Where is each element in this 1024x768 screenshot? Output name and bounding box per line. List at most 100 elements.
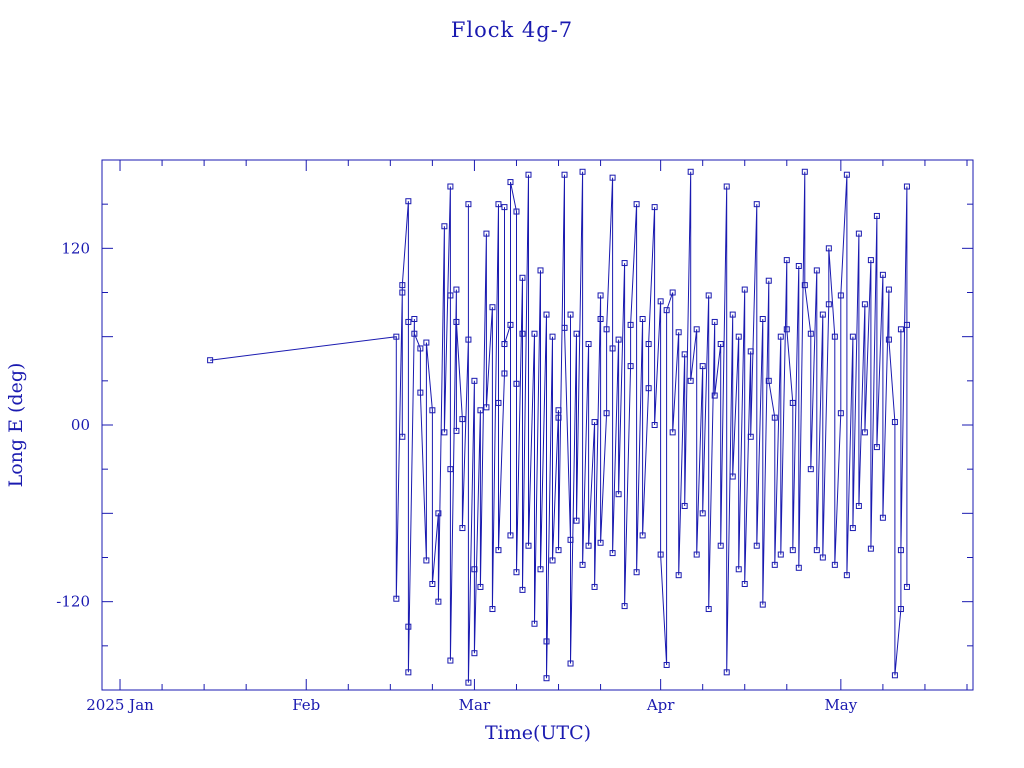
data-point-marker <box>597 292 604 299</box>
data-point-marker <box>603 326 610 333</box>
data-point-marker <box>681 502 688 509</box>
data-point-marker <box>699 510 706 517</box>
data-point-marker <box>771 414 778 421</box>
data-point-marker <box>687 377 694 384</box>
data-point-marker <box>465 336 472 343</box>
data-point-marker <box>843 572 850 579</box>
data-point-marker <box>813 547 820 554</box>
data-point-marker <box>543 675 550 682</box>
data-point-marker <box>549 333 556 340</box>
data-point-marker <box>819 554 826 561</box>
series-group <box>207 168 910 686</box>
data-point-marker <box>501 370 508 377</box>
data-point-marker <box>609 550 616 557</box>
data-point-marker <box>405 318 412 325</box>
data-point-marker <box>393 595 400 602</box>
data-point-marker <box>537 267 544 274</box>
data-point-marker <box>819 311 826 318</box>
data-point-marker <box>519 274 526 281</box>
data-point-marker <box>543 638 550 645</box>
data-point-marker <box>513 569 520 576</box>
data-point-marker <box>555 547 562 554</box>
data-point-marker <box>675 329 682 336</box>
data-point-marker <box>531 330 538 337</box>
data-point-marker <box>423 339 430 346</box>
data-point-marker <box>849 333 856 340</box>
data-point-marker <box>681 351 688 358</box>
y-tick-label: 00 <box>71 416 90 434</box>
data-point-marker <box>783 326 790 333</box>
data-point-marker <box>627 363 634 370</box>
data-point-marker <box>477 407 484 414</box>
data-point-marker <box>447 466 454 473</box>
data-point-marker <box>849 525 856 532</box>
axis-ticks <box>102 159 973 691</box>
data-point-marker <box>693 326 700 333</box>
data-point-marker <box>579 168 586 175</box>
data-point-marker <box>405 669 412 676</box>
x-tick-label: May <box>824 696 857 714</box>
data-point-marker <box>585 341 592 348</box>
data-point-marker <box>879 514 886 521</box>
data-point-marker <box>861 429 868 436</box>
data-point-marker <box>867 257 874 264</box>
data-point-marker <box>753 542 760 549</box>
data-point-marker <box>759 316 766 322</box>
data-point-marker <box>495 399 502 406</box>
data-point-marker <box>501 341 508 348</box>
data-point-marker <box>891 672 898 679</box>
data-point-marker <box>813 267 820 274</box>
data-point-marker <box>405 623 412 630</box>
data-point-marker <box>651 422 658 428</box>
data-point-marker <box>699 363 706 370</box>
data-point-marker <box>861 301 868 308</box>
data-point-marker <box>627 321 634 328</box>
data-point-marker <box>867 545 874 552</box>
data-point-marker <box>885 336 892 343</box>
data-point-marker <box>471 650 478 657</box>
data-point-marker <box>831 561 838 568</box>
data-point-marker <box>729 473 736 480</box>
data-point-marker <box>567 311 574 318</box>
data-point-marker <box>555 414 562 421</box>
data-point-marker <box>561 324 568 331</box>
data-point-marker <box>435 598 442 605</box>
data-point-marker <box>891 419 898 426</box>
data-point-marker <box>567 536 574 543</box>
data-point-marker <box>873 444 880 451</box>
data-point-marker <box>537 566 544 573</box>
data-point-marker <box>645 341 652 348</box>
data-point-marker <box>495 547 502 554</box>
data-point-marker <box>801 168 808 175</box>
x-tick-label: Mar <box>459 696 491 714</box>
data-point-marker <box>885 286 892 293</box>
data-point-marker <box>459 525 466 532</box>
data-point-marker <box>453 427 460 434</box>
data-point-marker <box>723 183 730 190</box>
data-point-marker <box>483 404 490 411</box>
data-point-marker <box>717 542 724 549</box>
data-point-marker <box>711 392 718 399</box>
data-point-marker <box>555 407 562 414</box>
data-point-marker <box>801 282 808 289</box>
data-point-marker <box>513 380 520 387</box>
data-point-marker <box>807 330 814 337</box>
data-point-marker <box>609 174 616 181</box>
data-point-marker <box>459 416 466 423</box>
data-point-marker <box>429 581 436 587</box>
data-point-marker <box>879 271 886 278</box>
data-point-marker <box>789 547 796 554</box>
data-point-marker <box>765 277 772 284</box>
data-point-marker <box>513 208 520 215</box>
data-point-marker <box>447 657 454 664</box>
data-point-marker <box>609 345 616 352</box>
data-point-marker <box>807 466 814 473</box>
data-point-marker <box>399 289 406 296</box>
data-point-marker <box>417 389 424 396</box>
data-point-marker <box>621 260 628 267</box>
data-point-marker <box>741 581 748 587</box>
data-point-marker <box>711 318 718 325</box>
data-point-marker <box>669 289 676 296</box>
data-point-marker <box>795 263 802 269</box>
data-point-marker <box>429 407 436 414</box>
